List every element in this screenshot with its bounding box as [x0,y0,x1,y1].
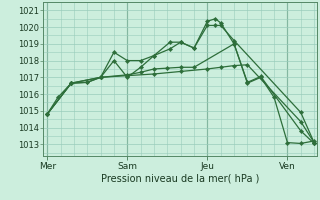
X-axis label: Pression niveau de la mer( hPa ): Pression niveau de la mer( hPa ) [101,173,259,183]
